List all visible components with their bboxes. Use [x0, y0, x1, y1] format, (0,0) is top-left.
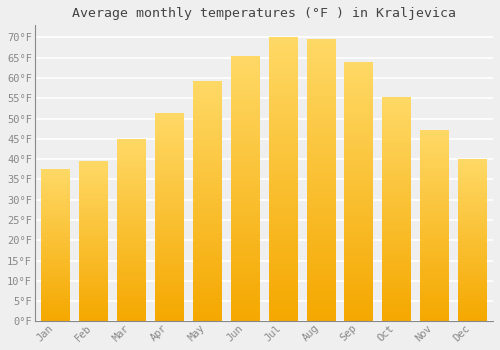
- Title: Average monthly temperatures (°F ) in Kraljevica: Average monthly temperatures (°F ) in Kr…: [72, 7, 456, 20]
